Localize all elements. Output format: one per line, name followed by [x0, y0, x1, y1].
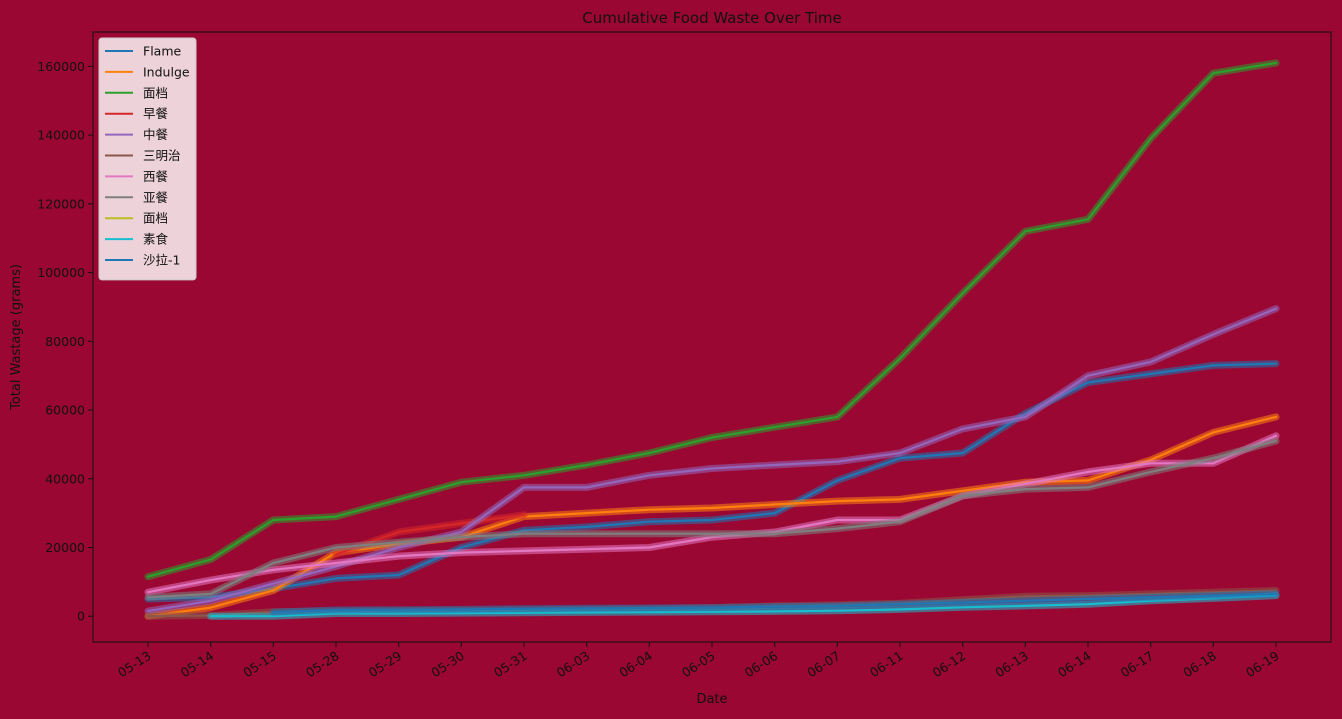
series-line-glow — [144, 59, 1280, 581]
x-tick-label: 06-11 — [867, 648, 906, 680]
series-line — [146, 439, 1278, 599]
y-axis-label: Total Wastage (grams) — [9, 264, 24, 411]
legend-label: 三明治 — [143, 148, 181, 163]
legend-label: 西餐 — [143, 169, 169, 184]
series-line — [146, 362, 1278, 601]
series-lines — [144, 59, 1280, 620]
legend-label: Indulge — [143, 64, 190, 79]
y-tick-label: 100000 — [37, 265, 85, 280]
series-line — [272, 592, 1278, 614]
legend-label: 中餐 — [143, 127, 169, 142]
y-tick-label: 60000 — [45, 403, 85, 418]
series-line — [209, 594, 1278, 618]
x-tick-label: 05-13 — [115, 648, 154, 680]
legend-label: 面档 — [143, 85, 168, 100]
y-tick-label: 0 — [77, 609, 85, 624]
legend-box — [98, 37, 197, 281]
legend-label: 亚餐 — [143, 190, 169, 205]
legend-label: 沙拉-1 — [143, 253, 180, 268]
chart-title: Cumulative Food Waste Over Time — [582, 9, 841, 27]
y-tick-label: 80000 — [45, 334, 85, 349]
x-tick-label: 05-30 — [428, 648, 467, 680]
x-tick-label: 06-17 — [1118, 648, 1157, 680]
y-tick-label: 20000 — [45, 540, 85, 555]
x-tick-label: 06-04 — [616, 648, 655, 680]
series-line — [146, 61, 1278, 578]
x-tick-label: 06-13 — [992, 648, 1031, 680]
plot-area — [92, 31, 1332, 643]
x-axis-label: Date — [696, 692, 727, 707]
x-tick-label: 06-19 — [1243, 648, 1282, 680]
x-tick-label: 05-15 — [240, 648, 279, 680]
y-tick-label: 160000 — [37, 59, 85, 74]
legend-label: Flame — [143, 44, 181, 59]
legend-label: 面档 — [143, 211, 168, 226]
x-tick-label: 06-12 — [930, 648, 969, 680]
x-tick-label: 06-07 — [804, 648, 843, 680]
legend-label: 素食 — [143, 232, 169, 247]
x-tick-label: 06-14 — [1055, 648, 1094, 680]
y-tick-label: 120000 — [37, 196, 85, 211]
x-tick-label: 05-14 — [178, 648, 217, 680]
x-tick-label: 06-03 — [554, 648, 593, 680]
x-tick-label: 05-31 — [491, 648, 530, 680]
legend-label: 早餐 — [143, 106, 169, 121]
y-tick-label: 140000 — [37, 128, 85, 143]
x-tick-label: 06-18 — [1180, 648, 1219, 680]
x-tick-label: 05-28 — [303, 648, 342, 680]
y-tick-label: 40000 — [45, 471, 85, 486]
x-tick-label: 06-05 — [679, 648, 718, 680]
x-tick-label: 05-29 — [366, 648, 405, 680]
x-tick-label: 06-06 — [742, 648, 781, 680]
